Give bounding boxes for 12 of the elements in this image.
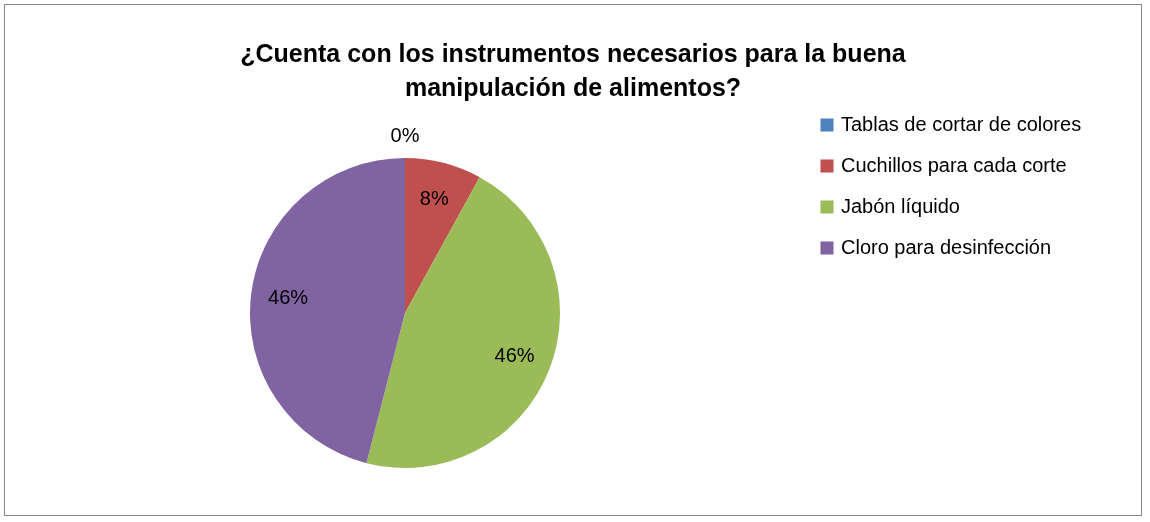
- chart-title: ¿Cuenta con los instrumentos necesarios para la buena manipulación de alimentos?: [240, 39, 907, 101]
- legend-label: Jabón líquido: [841, 195, 960, 217]
- legend-label: Cloro para desinfección: [841, 236, 1052, 258]
- pie-slice: [366, 177, 560, 468]
- pie-slice: [405, 158, 480, 313]
- data-label: 46%: [268, 286, 309, 309]
- legend-label: Cuchillos para cada corte: [841, 154, 1067, 176]
- legend-label: Tablas de cortar de colores: [841, 113, 1082, 135]
- data-label: 8%: [419, 186, 449, 209]
- pie-slice: [250, 158, 405, 464]
- text: 0%: [390, 124, 420, 146]
- data-label: 46%: [494, 344, 535, 367]
